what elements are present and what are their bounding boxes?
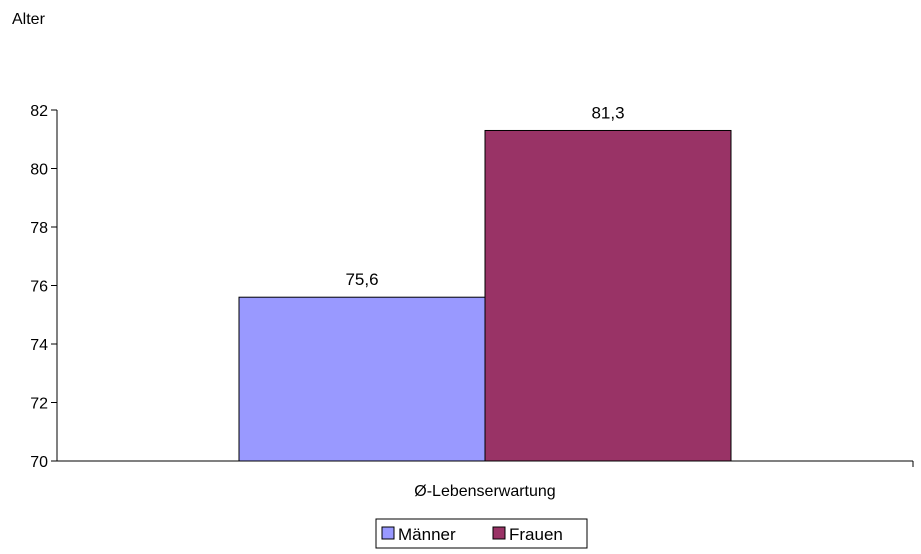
legend-swatch-maenner (381, 526, 395, 540)
data-label-maenner: 75,6 (345, 270, 378, 289)
y-axis: 70 72 74 76 78 80 82 (30, 103, 57, 471)
y-tick-label: 80 (30, 162, 48, 179)
bars (238, 129, 732, 462)
bar-frauen (484, 129, 732, 462)
data-label-frauen: 81,3 (591, 103, 624, 122)
y-tick-label: 78 (30, 220, 48, 237)
bar-maenner (238, 296, 486, 462)
data-labels: 75,6 81,3 (345, 103, 624, 289)
x-category-label: Ø-Lebenserwartung (414, 483, 555, 500)
y-tick-label: 70 (30, 454, 48, 471)
legend: Männer Frauen (375, 518, 588, 549)
y-tick-label: 72 (30, 396, 48, 413)
legend-label-maenner: Männer (398, 525, 456, 544)
legend-label-frauen: Frauen (509, 525, 563, 544)
legend-swatch-frauen (492, 526, 506, 540)
legend-box (375, 518, 588, 549)
y-axis-title: Alter (12, 11, 46, 28)
y-tick-label: 76 (30, 279, 48, 296)
y-tick-label: 74 (30, 337, 48, 354)
y-tick-label: 82 (30, 103, 48, 120)
